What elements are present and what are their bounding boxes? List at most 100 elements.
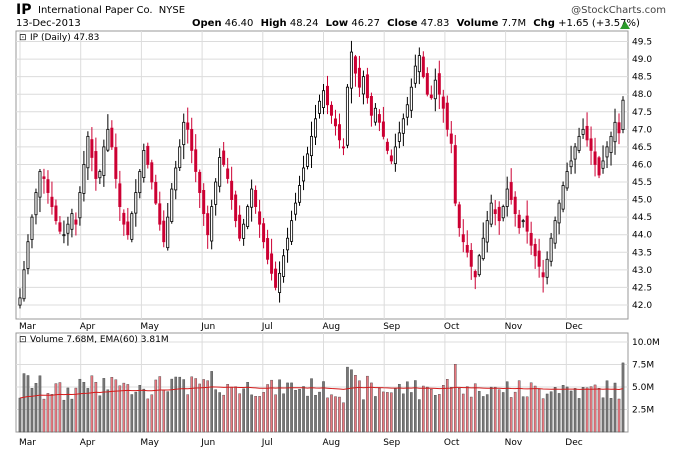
volume-bar (242, 388, 245, 433)
candle-down (529, 232, 533, 246)
volume-bar (226, 384, 229, 433)
volume-bar (246, 382, 249, 433)
volume-bar (282, 393, 285, 433)
volume-bar (38, 375, 42, 433)
volume-bar (274, 394, 277, 433)
volume-bar (166, 391, 170, 433)
volume-tick-label: 2.5M (632, 406, 654, 416)
candle-down (357, 67, 361, 88)
candle-down (353, 56, 357, 74)
volume-bar (178, 376, 182, 433)
candle-up (298, 185, 302, 203)
volume-bar (589, 386, 593, 433)
month-label: Aug (323, 322, 341, 332)
volume-bar (82, 382, 86, 433)
month-label: Mar (19, 438, 36, 448)
candle-up (553, 220, 557, 244)
volume-bar (130, 394, 134, 433)
volume-bar (489, 386, 493, 433)
candle-up (397, 132, 401, 142)
candle-up (30, 216, 34, 240)
candle-up (413, 65, 417, 84)
month-label: Jun (200, 438, 215, 448)
candle-up (66, 223, 70, 234)
volume-bar (513, 391, 517, 433)
candle-up (102, 146, 106, 176)
candle-up (250, 188, 254, 208)
volume-bar (22, 373, 26, 433)
volume-bar (158, 376, 162, 433)
company-name-text: International Paper Co. (38, 5, 153, 16)
volume-bar (382, 391, 385, 433)
volume-bar (453, 364, 457, 433)
volume-bar (310, 378, 313, 433)
month-label: May (140, 438, 159, 448)
candle-down (94, 151, 98, 179)
candle-down (258, 211, 262, 225)
volume-bar (278, 379, 281, 433)
volume-bar (134, 391, 138, 433)
volume-bar (378, 388, 381, 433)
price-legend: ⊡ IP (Daily) 47.83 (19, 33, 99, 43)
candle-up (290, 220, 294, 242)
candle-down (90, 139, 94, 158)
volume-bar (449, 386, 453, 433)
volume-bar (485, 394, 489, 433)
volume-bar (346, 366, 349, 433)
volume-bar (106, 389, 110, 433)
candle-down (369, 95, 373, 116)
candle-down (469, 249, 473, 267)
candle-up (609, 135, 613, 153)
candle-down (517, 214, 521, 229)
candle-up (505, 188, 509, 207)
volume-bar (569, 390, 573, 433)
volume-bar (78, 378, 82, 433)
candle-up (577, 135, 581, 151)
volume-bar (34, 383, 38, 433)
volume-bar (174, 376, 178, 433)
candle-up (521, 220, 525, 223)
candle-up (142, 150, 146, 179)
candle-up (489, 202, 493, 225)
candle-down (453, 145, 457, 204)
candle-up (22, 269, 26, 300)
volume-bar (58, 382, 62, 433)
candle-down (593, 151, 597, 165)
volume-bar (70, 398, 74, 433)
month-label: Sep (383, 438, 400, 448)
volume-bar (593, 384, 597, 433)
quote-summary: Open 46.40 High 48.24 Low 46.27 Close 47… (192, 18, 640, 29)
candle-down (46, 179, 50, 193)
candle-down (50, 196, 54, 208)
volume-bar (266, 384, 269, 433)
volume-bar (338, 396, 341, 433)
month-label: Aug (323, 438, 341, 448)
price-legend-text: IP (Daily) 47.83 (30, 33, 99, 43)
candle-down (274, 268, 278, 288)
volume-bar (286, 382, 289, 433)
volume-bar (142, 388, 146, 433)
month-label: Nov (505, 322, 523, 332)
volume-bar (210, 371, 213, 433)
candle-down (445, 102, 449, 130)
candle-down (230, 180, 234, 200)
candle-up (106, 128, 110, 151)
volume-bar (30, 388, 34, 433)
candle-up (178, 146, 182, 168)
candle-down (589, 138, 593, 151)
candle-down (533, 243, 537, 257)
candle-down (377, 114, 381, 123)
volume-bar (613, 382, 617, 433)
candle-up (86, 135, 90, 169)
volume-bar (410, 392, 413, 433)
candle-down (337, 124, 341, 141)
candle-up (174, 167, 178, 191)
volume-bar (218, 392, 221, 433)
candle-up (573, 146, 577, 160)
volume-bar (414, 380, 417, 433)
candle-up (170, 188, 174, 222)
candle-down (341, 146, 345, 149)
legend-icon: ⊡ (19, 335, 27, 345)
candle-down (441, 96, 445, 109)
volume-bar (62, 399, 66, 433)
